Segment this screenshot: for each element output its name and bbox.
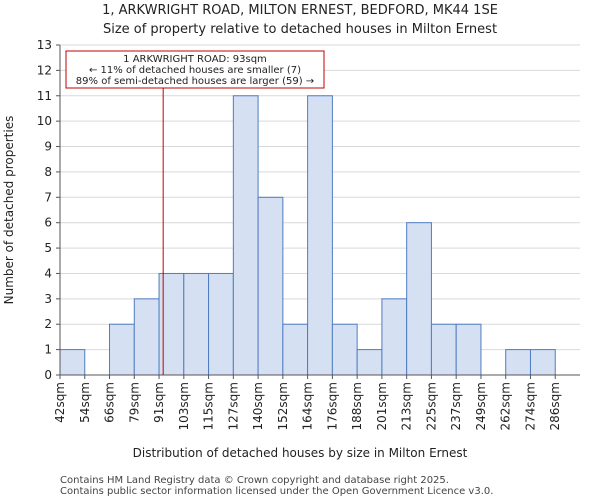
bars (59, 95, 556, 376)
x-tick-label: 213sqm (400, 382, 414, 430)
y-tick-label: 8 (44, 165, 52, 179)
x-tick-label: 225sqm (424, 382, 438, 430)
bar (307, 95, 333, 376)
x-tick-label: 91sqm (152, 382, 166, 423)
y-tick-label: 10 (37, 114, 52, 128)
bar (59, 349, 86, 376)
annotation-box: 1 ARKWRIGHT ROAD: 93sqm ← 11% of detache… (65, 50, 325, 89)
y-tick-label: 9 (44, 140, 52, 154)
bar (257, 196, 284, 376)
x-tick-label: 176sqm (325, 382, 339, 430)
x-tick-label: 201sqm (375, 382, 389, 430)
y-tick-label: 13 (37, 38, 52, 52)
x-tick-label: 237sqm (449, 382, 463, 430)
y-tick-label: 6 (44, 216, 52, 230)
x-tick-label: 103sqm (177, 382, 191, 430)
footer-line2: Contains public sector information licen… (60, 486, 493, 497)
annotation-line1: 1 ARKWRIGHT ROAD: 93sqm (123, 54, 267, 65)
y-tick-label: 5 (44, 241, 52, 255)
x-tick-label: 188sqm (350, 382, 364, 430)
x-tick-label: 140sqm (251, 382, 265, 430)
bar (133, 298, 160, 376)
y-tick-label: 7 (44, 190, 52, 204)
x-tick-label: 286sqm (548, 382, 562, 430)
bar (505, 349, 531, 376)
bar (455, 323, 482, 376)
x-tick-label: 79sqm (127, 382, 141, 423)
y-tick-label: 2 (44, 317, 52, 331)
x-tick-label: 66sqm (103, 382, 117, 423)
x-tick-label: 249sqm (474, 382, 488, 430)
x-axis-label: Distribution of detached houses by size … (133, 446, 468, 460)
x-tick-label: 152sqm (276, 382, 290, 430)
bar (232, 95, 259, 376)
annotation-frame (65, 50, 325, 89)
y-tick-label: 1 (44, 343, 52, 357)
x-tick-label: 262sqm (499, 382, 513, 430)
annotation-line3: 89% of semi-detached houses are larger (… (76, 76, 314, 87)
y-tick-label: 0 (44, 368, 52, 382)
bar (356, 349, 383, 376)
x-tick-label: 127sqm (226, 382, 240, 430)
annotation-line2: ← 11% of detached houses are smaller (7) (89, 65, 301, 76)
y-axis-label: Number of detached properties (2, 116, 16, 305)
y-tick-label: 12 (37, 63, 52, 77)
bar (430, 323, 457, 376)
bar (183, 272, 210, 376)
x-tick-label: 274sqm (523, 382, 537, 430)
x-tick-label: 115sqm (202, 382, 216, 430)
x-tick-labels: 42sqm 54sqm 66sqm 79sqm 91sqm 103sqm 115sqm 127… (53, 375, 562, 430)
y-tick-label: 4 (44, 266, 52, 280)
bar (331, 323, 358, 376)
x-tick-label: 164sqm (301, 382, 315, 430)
bar (208, 272, 234, 376)
bar (109, 323, 135, 376)
y-tick-label: 11 (37, 89, 52, 103)
footer-line1: Contains HM Land Registry data © Crown c… (60, 475, 449, 486)
bar (381, 298, 408, 376)
x-tick-label: 42sqm (53, 382, 67, 423)
bar (282, 323, 309, 376)
y-tick-label: 3 (44, 292, 52, 306)
bar (529, 349, 556, 376)
x-tick-label: 54sqm (78, 382, 92, 423)
chart-title-line1: 1, ARKWRIGHT ROAD, MILTON ERNEST, BEDFOR… (102, 3, 498, 18)
bar (406, 222, 432, 376)
chart-title-line2: Size of property relative to detached ho… (103, 22, 497, 37)
